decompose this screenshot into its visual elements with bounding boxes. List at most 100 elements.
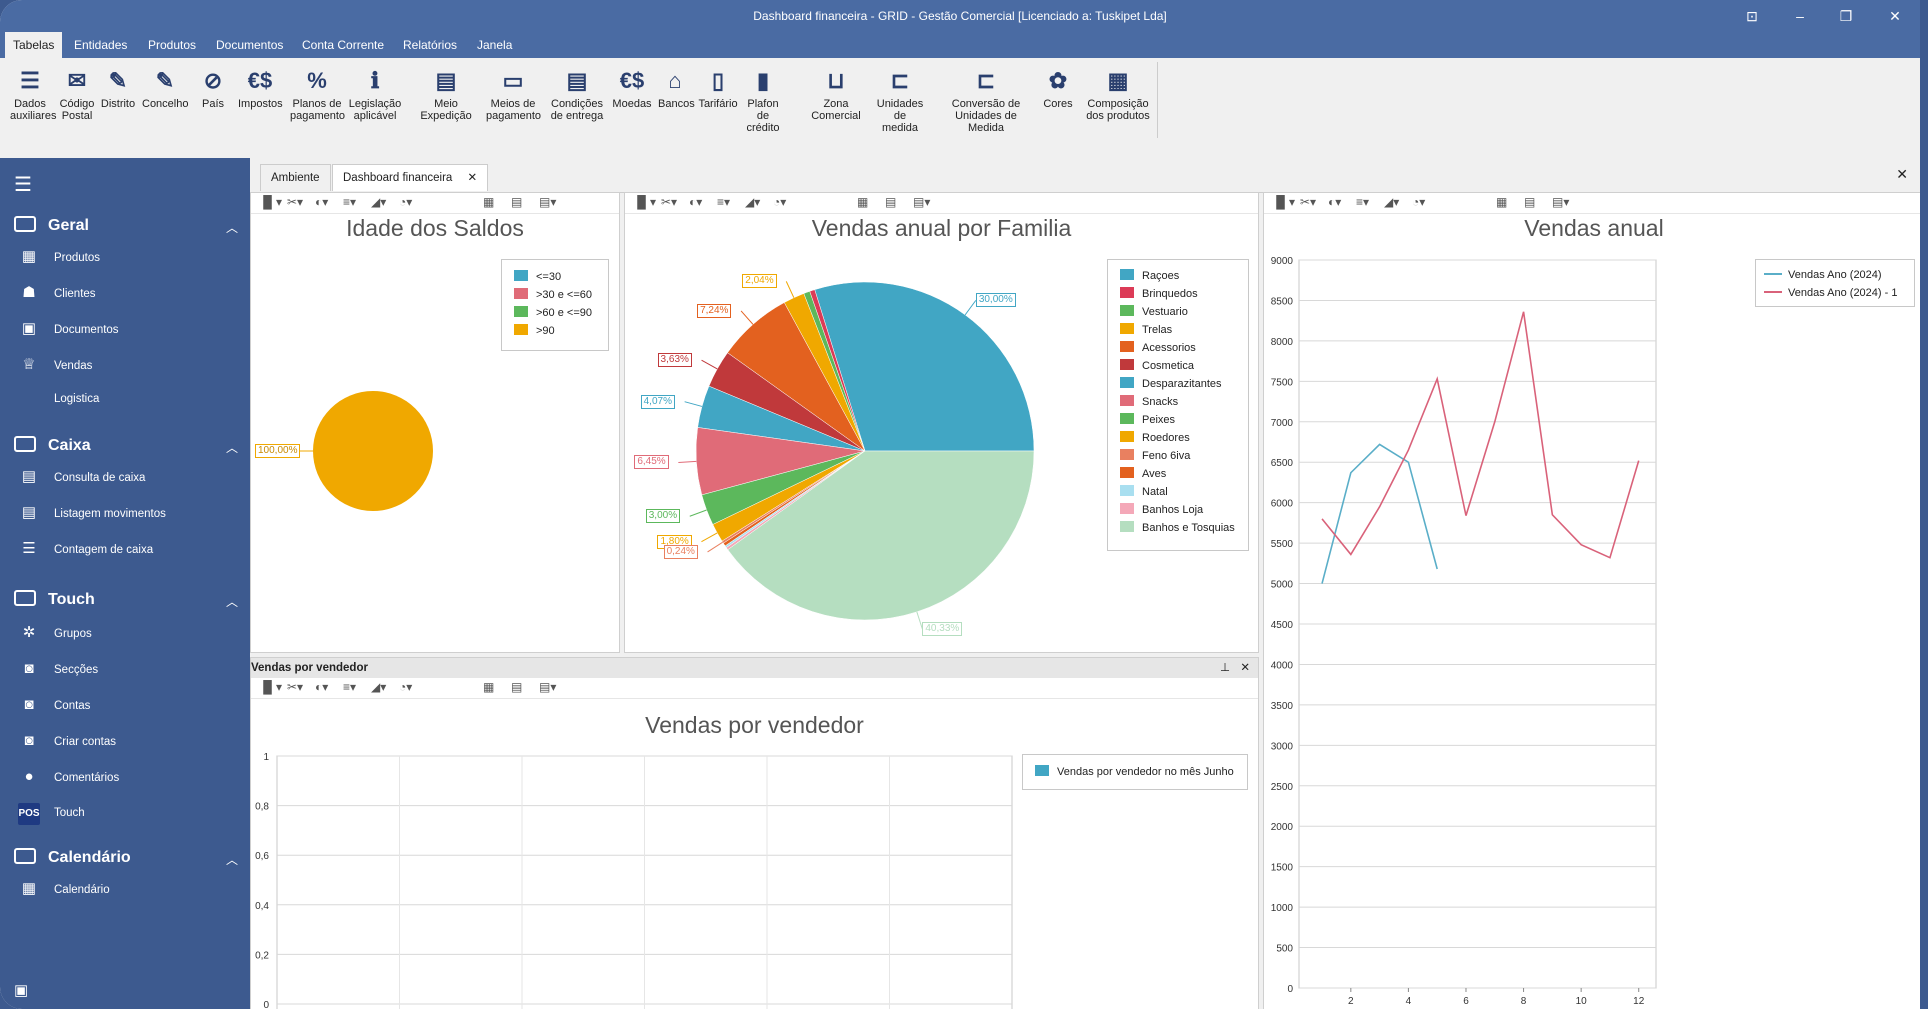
hamburger-menu-icon[interactable]: ☰ <box>14 174 32 196</box>
toolbar-tool-5[interactable]: ◔▾ <box>399 195 413 209</box>
sidebar-item-2-0[interactable]: ✲ Grupos <box>18 622 92 644</box>
truck-icon: ▤ <box>566 68 588 93</box>
sidebar-item-2-3[interactable]: ◙ Criar contas <box>18 730 116 752</box>
close-icon[interactable]: ✕ <box>1240 662 1250 674</box>
menu-relatórios[interactable]: Relatórios <box>403 38 458 52</box>
toolbar-tool-0[interactable]: ▐▌▾ <box>259 195 283 209</box>
sidebar-item-2-5[interactable]: POS Touch <box>18 802 85 825</box>
toolbar-tool-8[interactable]: ▤ <box>511 680 523 694</box>
sidebar-item-1-1[interactable]: ▤ Listagem movimentos <box>18 502 166 524</box>
ribbon-button-4[interactable]: ⊘ País <box>198 68 228 110</box>
sidebar-item-0-2[interactable]: ▣ Documentos <box>18 318 119 340</box>
toolbar-tool-5[interactable]: ◔▾ <box>773 195 787 209</box>
chevron-up-icon[interactable]: ︿ <box>226 853 239 867</box>
ribbon-button-3[interactable]: ✎ Concelho <box>142 68 188 110</box>
ribbon-button-18[interactable]: ✿ Cores <box>1040 68 1076 110</box>
toolbar-tool-8[interactable]: ▤ <box>511 195 523 209</box>
toolbar-tool-1[interactable]: ✂▾ <box>287 680 304 694</box>
ribbon-button-10[interactable]: ▤ Condições de entrega <box>550 68 604 122</box>
toolbar-tool-0[interactable]: ▐▌▾ <box>633 195 657 209</box>
ribbon-button-1[interactable]: ✉ Código Postal <box>58 68 96 122</box>
close-document-icon[interactable]: ✕ <box>1896 166 1908 182</box>
toolbar-tool-0[interactable]: ▐▌▾ <box>1272 195 1296 209</box>
toolbar-tool-0[interactable]: ▐▌▾ <box>259 680 283 694</box>
ribbon-button-19[interactable]: ▦ Composição dos produtos <box>1082 68 1154 122</box>
pin-window-icon[interactable]: ⊡ <box>1746 8 1758 24</box>
sidebar-item-1-2[interactable]: ☰ Contagem de caixa <box>18 538 153 560</box>
tab-ambiente[interactable]: Ambiente <box>260 164 331 191</box>
toolbar-tool-1[interactable]: ✂▾ <box>1300 195 1317 209</box>
toolbar-tool-4[interactable]: ◢▾ <box>371 680 387 694</box>
toolbar-tool-3[interactable]: ≡▾ <box>343 680 357 694</box>
label-leader <box>701 532 718 543</box>
restore-button[interactable]: ❐ <box>1839 8 1853 24</box>
toolbar-tool-9[interactable]: ▤▾ <box>1552 195 1570 209</box>
toolbar-tool-1[interactable]: ✂▾ <box>287 195 304 209</box>
sidebar-item-0-1[interactable]: ☗ Clientes <box>18 282 95 304</box>
sidebar-section-3[interactable]: Calendário <box>14 848 131 867</box>
toolbar-tool-3[interactable]: ≡▾ <box>343 195 357 209</box>
toolbar-tool-2[interactable]: ◐▾ <box>1328 195 1342 209</box>
toolbar-tool-7[interactable]: ▦ <box>483 680 495 694</box>
close-window-button[interactable]: ✕ <box>1889 8 1901 24</box>
sidebar-item-0-3[interactable]: ♕ Vendas <box>18 354 92 376</box>
menu-tabelas[interactable]: Tabelas <box>5 32 63 58</box>
close-tab-icon[interactable]: ✕ <box>467 172 478 184</box>
sidebar-item-2-2[interactable]: ◙ Contas <box>18 694 90 716</box>
minimize-button[interactable]: – <box>1796 8 1804 24</box>
chevron-up-icon[interactable]: ︿ <box>226 441 239 455</box>
menu-documentos[interactable]: Documentos <box>216 38 284 52</box>
sidebar-item-1-0[interactable]: ▤ Consulta de caixa <box>18 466 146 488</box>
ribbon-button-5[interactable]: €$ Impostos <box>238 68 283 110</box>
ribbon-button-14[interactable]: ▮ Plafon de crédito <box>742 68 784 134</box>
ribbon-button-8[interactable]: ▤ Meio Expedição <box>408 68 484 122</box>
toolbar-tool-2[interactable]: ◐▾ <box>315 680 329 694</box>
toolbar-tool-7[interactable]: ▦ <box>1496 195 1508 209</box>
ribbon-button-11[interactable]: €$ Moedas <box>612 68 652 110</box>
chevron-up-icon[interactable]: ︿ <box>226 595 239 609</box>
toolbar-tool-5[interactable]: ◔▾ <box>399 680 413 694</box>
ribbon-button-12[interactable]: ⌂ Bancos <box>658 68 695 110</box>
sidebar-item-0-0[interactable]: ▦ Produtos <box>18 246 100 268</box>
footer-icon[interactable]: ▣ <box>14 982 29 999</box>
ribbon-button-13[interactable]: ▯ Tarifário <box>698 68 738 110</box>
ribbon-button-2[interactable]: ✎ Distrito <box>100 68 136 110</box>
menu-entidades[interactable]: Entidades <box>74 38 128 52</box>
pin-icon[interactable]: ⊥ <box>1219 662 1230 674</box>
ribbon-button-0[interactable]: ☰ Dados auxiliares <box>10 68 56 122</box>
sidebar-item-3-0[interactable]: ▦ Calendário <box>18 878 110 900</box>
sidebar-section-1[interactable]: Caixa <box>14 436 91 455</box>
sidebar-item-2-1[interactable]: ◙ Secções <box>18 658 98 680</box>
toolbar-tool-2[interactable]: ◐▾ <box>315 195 329 209</box>
toolbar-tool-2[interactable]: ◐▾ <box>689 195 703 209</box>
toolbar-tool-3[interactable]: ≡▾ <box>1356 195 1370 209</box>
toolbar-tool-3[interactable]: ≡▾ <box>717 195 731 209</box>
ribbon-button-16[interactable]: ⊏ Unidades de medida <box>876 68 924 134</box>
toolbar-tool-4[interactable]: ◢▾ <box>371 195 387 209</box>
sidebar-section-2[interactable]: Touch <box>14 590 95 609</box>
toolbar-tool-1[interactable]: ✂▾ <box>661 195 678 209</box>
ribbon-button-6[interactable]: % Planos de pagamento <box>290 68 345 122</box>
toolbar-tool-7[interactable]: ▦ <box>857 195 869 209</box>
menu-conta-corrente[interactable]: Conta Corrente <box>302 38 385 52</box>
toolbar-tool-9[interactable]: ▤▾ <box>913 195 931 209</box>
toolbar-tool-4[interactable]: ◢▾ <box>1384 195 1400 209</box>
toolbar-tool-8[interactable]: ▤ <box>1524 195 1536 209</box>
ribbon-button-7[interactable]: ℹ Legislação aplicável <box>348 68 402 122</box>
toolbar-tool-5[interactable]: ◔▾ <box>1412 195 1426 209</box>
toolbar-tool-7[interactable]: ▦ <box>483 195 495 209</box>
toolbar-tool-8[interactable]: ▤ <box>885 195 897 209</box>
sidebar-section-0[interactable]: Geral <box>14 216 89 235</box>
sidebar-item-2-4[interactable]: ● Comentários <box>18 766 119 788</box>
menu-janela[interactable]: Janela <box>477 38 513 52</box>
ribbon-button-17[interactable]: ⊏ Conversão de Unidades de Medida <box>936 68 1036 134</box>
menu-produtos[interactable]: Produtos <box>148 38 197 52</box>
chevron-up-icon[interactable]: ︿ <box>226 221 239 235</box>
ribbon-button-15[interactable]: ⊔ Zona Comercial <box>798 68 874 122</box>
toolbar-tool-9[interactable]: ▤▾ <box>539 195 557 209</box>
ribbon-button-9[interactable]: ▭ Meios de pagamento <box>486 68 541 122</box>
toolbar-tool-4[interactable]: ◢▾ <box>745 195 761 209</box>
tab-dashboard-financeira[interactable]: Dashboard financeira ✕ <box>332 164 489 191</box>
sidebar-item-0-4[interactable]: Logistica <box>18 388 99 410</box>
toolbar-tool-9[interactable]: ▤▾ <box>539 680 557 694</box>
